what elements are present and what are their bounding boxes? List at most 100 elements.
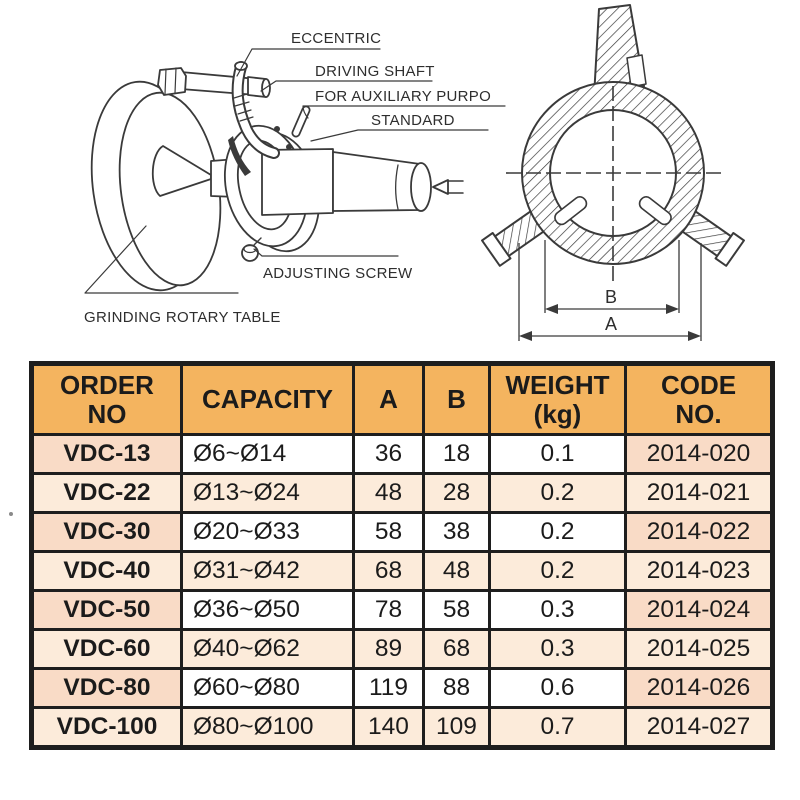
cell-weight: 0.3 bbox=[488, 589, 627, 631]
cell-weight: 0.2 bbox=[488, 472, 627, 514]
cell-capacity: Ø80~Ø100 bbox=[180, 706, 355, 749]
cell-b: 68 bbox=[422, 628, 491, 670]
dimension-label-a: A bbox=[605, 314, 617, 334]
cell-capacity: Ø40~Ø62 bbox=[180, 628, 355, 670]
set-screw-dot bbox=[286, 144, 292, 150]
adjusting-screw-neck bbox=[253, 237, 262, 246]
hex-facets bbox=[164, 67, 177, 95]
spec-table-wrap: ORDER NO CAPACITY A B bbox=[29, 361, 775, 750]
spec-table: ORDER NO CAPACITY A B bbox=[29, 361, 775, 750]
dimension-lines bbox=[518, 240, 702, 341]
center-lines bbox=[506, 86, 721, 283]
cell-code-no: 2014-022 bbox=[624, 511, 774, 553]
driving-rod bbox=[180, 71, 258, 96]
adjusting-screw-knob-top bbox=[243, 244, 257, 254]
leader-lines bbox=[84, 48, 506, 294]
cell-order-no: VDC-13 bbox=[30, 433, 183, 475]
label-adjusting-screw: ADJUSTING SCREW bbox=[263, 265, 413, 282]
cell-code-no: 2014-027 bbox=[624, 706, 774, 749]
tail-center-fork bbox=[447, 180, 464, 194]
cell-code-no: 2014-025 bbox=[624, 628, 774, 670]
label-driving-shaft: DRIVING SHAFT bbox=[315, 63, 435, 80]
right-inner-pin bbox=[638, 196, 672, 226]
cell-b: 48 bbox=[422, 550, 491, 592]
left-inner-pin bbox=[554, 196, 588, 226]
cell-a: 48 bbox=[352, 472, 425, 514]
header-line: ORDER bbox=[60, 369, 154, 400]
table-row: VDC-50 Ø36~Ø50 78 58 0.3 2014-024 bbox=[30, 589, 774, 631]
header-code-no: CODE NO. bbox=[624, 362, 774, 436]
cell-order-no: VDC-22 bbox=[30, 472, 183, 514]
header-line: WEIGHT bbox=[505, 369, 610, 400]
header-row: ORDER NO CAPACITY A B bbox=[30, 362, 774, 436]
cell-weight: 0.3 bbox=[488, 628, 627, 670]
header-line: (kg) bbox=[533, 398, 582, 429]
cell-order-no: VDC-40 bbox=[30, 550, 183, 592]
cell-a: 119 bbox=[352, 667, 425, 709]
grinding-table-drawing bbox=[84, 48, 506, 294]
arm-threads bbox=[233, 93, 254, 122]
label-for-auxiliary-purpose: FOR AUXILIARY PURPO bbox=[315, 88, 491, 105]
table-row: VDC-13 Ø6~Ø14 36 18 0.1 2014-020 bbox=[30, 433, 774, 475]
dimension-label-b: B bbox=[605, 287, 617, 307]
header-order-no: ORDER NO bbox=[30, 362, 183, 436]
table-row: VDC-60 Ø40~Ø62 89 68 0.3 2014-025 bbox=[30, 628, 774, 670]
cell-order-no: VDC-100 bbox=[30, 706, 183, 749]
header-line: NO. bbox=[675, 398, 722, 429]
cell-code-no: 2014-026 bbox=[624, 667, 774, 709]
cell-capacity: Ø20~Ø33 bbox=[180, 511, 355, 553]
header-line: B bbox=[447, 384, 466, 415]
cell-order-no: VDC-50 bbox=[30, 589, 183, 631]
center-cone bbox=[151, 145, 212, 197]
front-view-drawing bbox=[481, 4, 745, 341]
header-line: CODE bbox=[660, 369, 737, 400]
cell-weight: 0.6 bbox=[488, 667, 627, 709]
cell-a: 140 bbox=[352, 706, 425, 749]
arbor-end-cap bbox=[410, 162, 432, 212]
cell-code-no: 2014-021 bbox=[624, 472, 774, 514]
cell-b: 18 bbox=[422, 433, 491, 475]
cell-code-no: 2014-023 bbox=[624, 550, 774, 592]
cell-b: 88 bbox=[422, 667, 491, 709]
cell-code-no: 2014-024 bbox=[624, 589, 774, 631]
technical-figure: ECCENTRIC DRIVING SHAFT FOR AUXILIARY PU… bbox=[0, 0, 800, 358]
cell-b: 38 bbox=[422, 511, 491, 553]
cell-a: 68 bbox=[352, 550, 425, 592]
table-row: VDC-80 Ø60~Ø80 119 88 0.6 2014-026 bbox=[30, 667, 774, 709]
cell-b: 28 bbox=[422, 472, 491, 514]
label-standard: STANDARD bbox=[371, 112, 455, 129]
cell-order-no: VDC-60 bbox=[30, 628, 183, 670]
cell-capacity: Ø60~Ø80 bbox=[180, 667, 355, 709]
cell-capacity: Ø6~Ø14 bbox=[180, 433, 355, 475]
arbor-step-line bbox=[395, 164, 399, 210]
cell-capacity: Ø31~Ø42 bbox=[180, 550, 355, 592]
arbor bbox=[332, 151, 421, 212]
header-capacity: CAPACITY bbox=[180, 362, 355, 436]
cell-a: 78 bbox=[352, 589, 425, 631]
cell-b: 58 bbox=[422, 589, 491, 631]
cell-capacity: Ø36~Ø50 bbox=[180, 589, 355, 631]
set-screw-dot bbox=[274, 126, 280, 132]
eccentric-arm-core bbox=[233, 63, 278, 157]
label-eccentric: ECCENTRIC bbox=[291, 30, 381, 47]
tail-center bbox=[432, 179, 449, 195]
table-row: VDC-100 Ø80~Ø100 140 109 0.7 2014-027 bbox=[30, 706, 774, 749]
cell-order-no: VDC-30 bbox=[30, 511, 183, 553]
label-grinding-rotary-table: GRINDING ROTARY TABLE bbox=[84, 309, 281, 326]
cell-code-no: 2014-020 bbox=[624, 433, 774, 475]
cell-weight: 0.1 bbox=[488, 433, 627, 475]
cell-weight: 0.7 bbox=[488, 706, 627, 749]
cell-capacity: Ø13~Ø24 bbox=[180, 472, 355, 514]
cell-a: 58 bbox=[352, 511, 425, 553]
shadow-crescent bbox=[228, 136, 251, 176]
header-line: NO bbox=[87, 398, 127, 429]
header-weight: WEIGHT (kg) bbox=[488, 362, 627, 436]
cell-b: 109 bbox=[422, 706, 491, 749]
auxiliary-pin-core bbox=[293, 107, 309, 136]
shaft-sleeve bbox=[261, 148, 334, 216]
cell-a: 36 bbox=[352, 433, 425, 475]
scan-speck bbox=[9, 512, 13, 516]
dimension-arrowheads bbox=[519, 304, 701, 341]
header-line: A bbox=[379, 384, 398, 415]
